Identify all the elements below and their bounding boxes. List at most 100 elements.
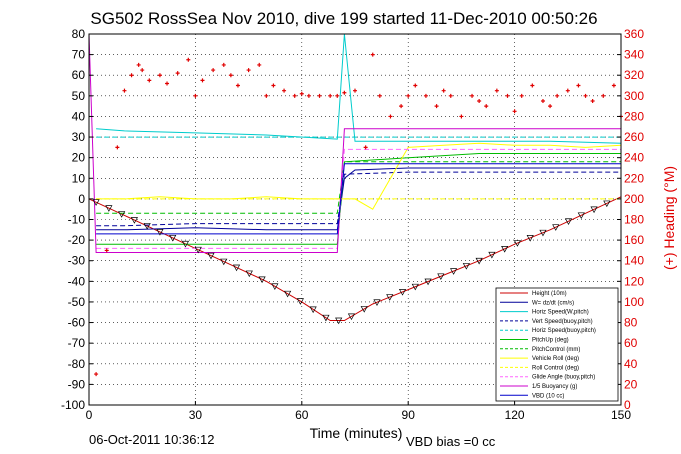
- y-tick-right-label: 60: [624, 336, 638, 350]
- y-tick-left-label: 80: [72, 27, 86, 41]
- y-tick-right-label: 300: [624, 89, 644, 103]
- heading-point: [335, 93, 340, 98]
- y-tick-left-label: 0: [78, 192, 85, 206]
- depth-marker: [181, 240, 190, 248]
- y-tick-left-label: -100: [61, 398, 85, 412]
- depth-marker: [156, 229, 164, 236]
- heading-point: [328, 93, 333, 98]
- legend-label: 1/5 Buoyancy (g): [532, 384, 577, 390]
- y-tick-left-label: -40: [68, 274, 86, 288]
- heading-point: [292, 93, 297, 98]
- legend-label: PitchControl (mm): [532, 347, 580, 353]
- depth-marker: [437, 273, 445, 281]
- heading-point: [406, 93, 411, 98]
- depth-marker: [322, 314, 330, 322]
- y-tick-right-label: 240: [624, 151, 644, 165]
- depth-marker: [360, 306, 368, 313]
- depth-marker: [220, 258, 228, 266]
- heading-point: [147, 78, 152, 83]
- depth-marker: [577, 212, 585, 220]
- y-tick-right-label: 80: [624, 316, 638, 330]
- heading-point: [601, 93, 606, 98]
- chart-title: SG502 RossSea Nov 2010, dive 199 started…: [90, 9, 597, 28]
- depth-marker: [386, 294, 394, 301]
- heading-point: [282, 88, 287, 93]
- vbd-bias-note: VBD bias =0 cc: [406, 434, 496, 449]
- depth-marker: [296, 298, 304, 305]
- legend-label: PitchUp (deg): [532, 338, 569, 344]
- y-tick-left-label: 50: [72, 89, 86, 103]
- y-tick-left-label: -20: [68, 233, 86, 247]
- heading-point: [423, 93, 428, 98]
- depth-marker: [462, 263, 470, 270]
- legend: Height (10m) W= dz/dt (cm/s) Horiz Speed(W…: [495, 287, 619, 402]
- heading-point: [448, 93, 453, 98]
- heading-point: [505, 93, 510, 98]
- y-tick-left-label: -80: [68, 357, 86, 371]
- series-layer: [88, 33, 622, 321]
- y-tick-right-label: 220: [624, 171, 644, 185]
- x-axis-label: Time (minutes): [310, 425, 403, 441]
- depth-marker: [118, 211, 126, 218]
- heading-point: [136, 62, 141, 67]
- depth-marker: [590, 206, 598, 214]
- depth-marker: [488, 251, 496, 259]
- heading-point: [264, 93, 269, 98]
- depth-marker: [475, 257, 483, 265]
- heading-point: [175, 71, 180, 76]
- heading-point: [370, 52, 375, 57]
- depth-marker: [411, 283, 419, 291]
- y-tick-right-label: 340: [624, 48, 644, 62]
- heading-point: [104, 248, 109, 253]
- heading-point: [157, 73, 162, 78]
- heading-point: [211, 68, 216, 73]
- heading-point: [115, 145, 120, 150]
- x-tick-label: 150: [611, 408, 631, 422]
- heading-point: [342, 90, 347, 95]
- heading-point: [165, 81, 170, 86]
- heading-point: [363, 145, 368, 150]
- depth-marker: [513, 240, 522, 247]
- heading-point: [512, 109, 517, 114]
- heading-point: [200, 78, 205, 83]
- depth-marker: [169, 234, 177, 242]
- depth-marker: [347, 313, 356, 321]
- depth-marker: [284, 290, 292, 298]
- heading-scatter: [94, 52, 623, 377]
- heading-point: [590, 98, 595, 103]
- depth-marker: [501, 246, 509, 253]
- legend-label: Vehicle Roll (deg): [532, 356, 579, 362]
- legend-label: W= dz/dt (cm/s): [532, 300, 574, 306]
- heading-point: [186, 57, 191, 62]
- heading-point: [470, 93, 475, 98]
- depth-marker: [207, 252, 215, 260]
- y-tick-right-label: 40: [624, 357, 638, 371]
- y-tick-left-label: -60: [68, 316, 86, 330]
- heading-point: [306, 93, 311, 98]
- y-tick-right-label: 280: [624, 109, 644, 123]
- y-tick-left-label: 40: [72, 109, 86, 123]
- heading-point: [441, 88, 446, 93]
- y-tick-right-label: 140: [624, 254, 644, 268]
- depth-marker: [450, 268, 458, 275]
- heading-point: [611, 83, 616, 88]
- y-tick-right-label: 100: [624, 295, 644, 309]
- x-tick-label: 120: [505, 408, 525, 422]
- depth-marker: [194, 246, 202, 254]
- heading-point: [388, 114, 393, 119]
- y-tick-left-label: 10: [72, 171, 86, 185]
- depth-marker: [258, 276, 266, 284]
- x-axis: 0 30 60 90 120 150: [86, 401, 631, 422]
- marker-layer: [92, 199, 611, 325]
- heading-point: [548, 104, 553, 109]
- heading-point: [94, 372, 99, 377]
- heading-point: [193, 93, 198, 98]
- y-tick-left-label: -70: [68, 336, 86, 350]
- series-line-1: [96, 167, 621, 231]
- y-tick-right-label: 320: [624, 68, 644, 82]
- series-line-10: [88, 33, 621, 253]
- legend-box: [495, 287, 619, 402]
- heading-point: [459, 114, 464, 119]
- depth-marker: [398, 289, 407, 296]
